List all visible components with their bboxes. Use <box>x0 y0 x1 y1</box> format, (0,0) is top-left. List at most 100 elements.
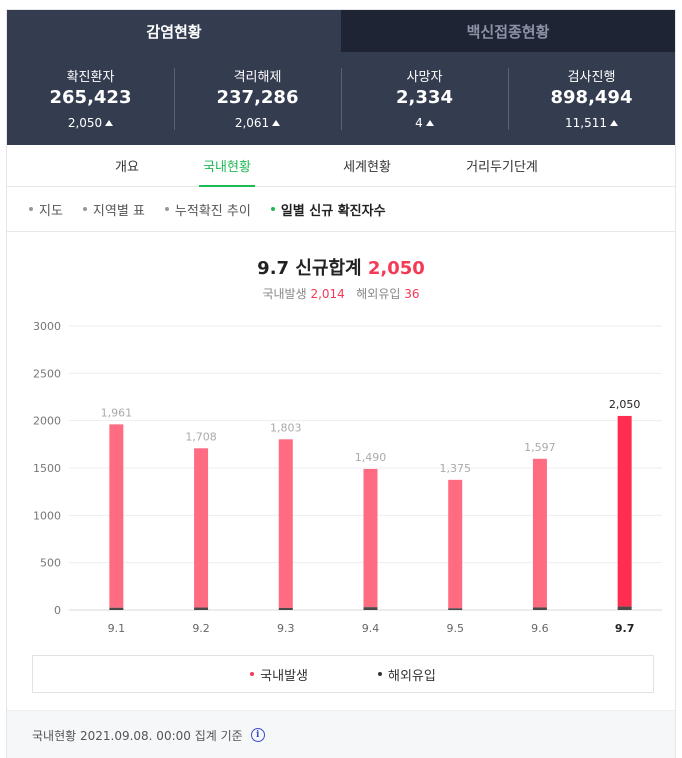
bar-domestic <box>617 415 632 607</box>
legend-label: 국내발생 <box>260 668 308 684</box>
y-tick-label: 3000 <box>33 320 61 333</box>
bar-overseas <box>194 607 209 610</box>
stat-deaths: 사망자 2,334 4 <box>341 52 508 145</box>
info-icon[interactable]: i <box>250 728 265 742</box>
delta-value: 4 <box>415 116 423 130</box>
delta-value: 11,511 <box>565 116 607 130</box>
tab-overview[interactable]: 개요 <box>115 160 139 175</box>
delta-value: 2,050 <box>67 116 103 130</box>
stat-label: 확진환자 <box>66 70 115 85</box>
bullet-icon <box>29 207 33 211</box>
filter-label: 일별 신규 확진자수 <box>280 203 386 219</box>
bar-domestic <box>194 448 209 608</box>
arrow-up-icon <box>272 120 281 126</box>
stat-value: 898,494 <box>550 87 633 108</box>
bullet-icon <box>82 207 87 211</box>
stat-value: 237,286 <box>216 87 299 108</box>
bullet-icon <box>270 207 275 211</box>
bar-domestic <box>278 439 293 608</box>
domestic-label: 국내발생 <box>262 287 307 301</box>
y-tick-label: 2000 <box>33 415 61 428</box>
overseas-label: 해외유입 <box>356 287 401 301</box>
tab-infection-status[interactable]: 감염현황 <box>7 10 341 52</box>
filter-label: 지역별 표 <box>92 203 145 219</box>
bar-value-label: 1,961 <box>101 406 133 419</box>
x-tick-label: 9.3 <box>277 622 295 635</box>
bar-domestic <box>109 424 124 608</box>
legend-dot-icon <box>250 672 255 676</box>
view-filter-list: 지도 지역별 표 누적확진 추이 일별 신규 확진자수 <box>7 187 675 232</box>
stat-delta: 11,511 <box>565 116 618 130</box>
footer-text: 국내현황 2021.09.08. 00:00 집계 기준 <box>32 728 243 743</box>
bar-value-label: 1,597 <box>524 441 556 454</box>
filter-daily-new[interactable]: 일별 신규 확진자수 <box>270 200 386 219</box>
y-tick-label: 1500 <box>33 462 61 475</box>
bar-overseas <box>617 606 632 610</box>
filter-region-table[interactable]: 지역별 표 <box>82 200 145 219</box>
bar-overseas <box>109 607 124 610</box>
daily-cases-bar-chart: 0 500 1000 1500 2000 2500 3000 1,961 9.1 1,708 9.2… <box>33 320 662 635</box>
arrow-up-icon <box>610 120 618 126</box>
y-tick-label: 0 <box>54 604 61 617</box>
tab-world[interactable]: 세계현황 <box>343 160 391 175</box>
bullet-icon <box>164 207 169 211</box>
stat-label: 격리해제 <box>233 70 282 85</box>
chart-subtitle: 국내발생 2,014 해외유입 36 <box>7 285 675 302</box>
bar-value-label: 1,375 <box>439 462 471 475</box>
bar-overseas <box>363 607 378 610</box>
bar-value-label: 1,490 <box>355 451 387 464</box>
filter-map[interactable]: 지도 <box>29 200 63 219</box>
overseas-value: 36 <box>404 287 420 301</box>
bar-value-label: 2,050 <box>609 398 641 411</box>
bar-domestic <box>532 458 547 608</box>
x-tick-label: 9.1 <box>108 622 126 635</box>
chart-title: 9.7 신규합계 2,050 <box>7 254 675 280</box>
domestic-value: 2,014 <box>310 287 345 301</box>
bar-value-label: 1,803 <box>270 421 302 434</box>
stat-delta: 4 <box>415 116 434 130</box>
stat-confirmed: 확진환자 265,423 2,050 <box>7 52 174 145</box>
arrow-up-icon <box>105 120 114 126</box>
stat-delta: 2,050 <box>67 116 114 130</box>
filter-label: 누적확진 추이 <box>174 203 251 219</box>
covid-status-panel: 감염현황 백신접종현황 확진환자 265,423 2,050 격리해제 237,… <box>6 9 676 758</box>
stats-summary: 확진환자 265,423 2,050 격리해제 237,286 2,061 사망… <box>7 52 675 145</box>
section-tab-bar: 개요 국내현황 세계현황 거리두기단계 <box>7 145 675 187</box>
x-tick-label: 9.4 <box>362 622 380 635</box>
x-tick-label: 9.6 <box>531 622 549 635</box>
tab-domestic[interactable]: 국내현황 <box>197 145 257 187</box>
legend-item-domestic[interactable]: 국내발생 <box>250 665 308 684</box>
legend-item-overseas[interactable]: 해외유입 <box>378 665 436 684</box>
bar-domestic <box>363 468 378 608</box>
stat-testing: 검사진행 898,494 11,511 <box>508 52 675 145</box>
stat-label: 사망자 <box>406 70 443 85</box>
delta-value: 2,061 <box>234 116 270 130</box>
y-tick-label: 1000 <box>33 509 61 522</box>
bar-overseas <box>278 607 293 610</box>
chart-legend: 국내발생 해외유입 <box>32 655 654 693</box>
tab-vaccination-status[interactable]: 백신접종현황 <box>341 10 675 52</box>
stat-label: 검사진행 <box>567 70 616 85</box>
data-basis-footer: 국내현황 2021.09.08. 00:00 집계 기준 i <box>7 710 675 758</box>
legend-label: 해외유입 <box>388 668 436 684</box>
summary-total: 2,050 <box>367 258 425 279</box>
tab-distancing-level[interactable]: 거리두기단계 <box>466 160 538 175</box>
legend-dot-icon <box>378 672 382 676</box>
x-tick-label: 9.2 <box>192 622 210 635</box>
y-tick-label: 500 <box>40 557 61 570</box>
filter-cumulative-trend[interactable]: 누적확진 추이 <box>164 200 251 219</box>
stat-value: 265,423 <box>49 87 132 108</box>
bar-overseas <box>448 608 463 610</box>
bar-overseas <box>532 607 547 610</box>
filter-label: 지도 <box>39 203 63 219</box>
chart-heading: 9.7 신규합계 2,050 국내발생 2,014 해외유입 36 <box>7 254 675 302</box>
arrow-up-icon <box>425 120 434 126</box>
x-tick-label: 9.5 <box>446 622 464 635</box>
x-tick-label: 9.7 <box>615 622 635 635</box>
top-tab-bar: 감염현황 백신접종현황 <box>7 10 675 52</box>
summary-title-label: 신규합계 <box>295 258 362 279</box>
bar-value-label: 1,708 <box>185 430 217 443</box>
y-tick-label: 2500 <box>33 367 61 380</box>
summary-date: 9.7 <box>257 258 290 279</box>
stat-delta: 2,061 <box>234 116 281 130</box>
